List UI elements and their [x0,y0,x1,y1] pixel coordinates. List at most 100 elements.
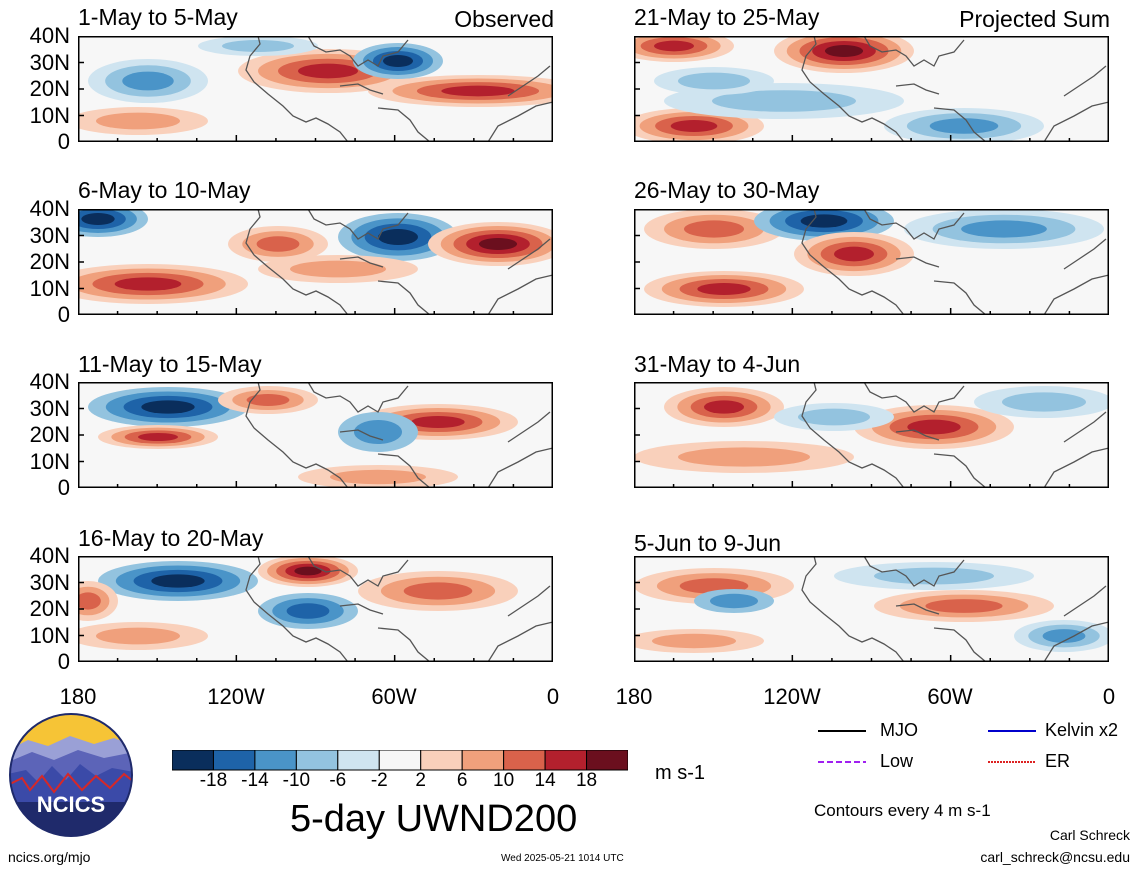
wind-anomaly-region [256,236,300,252]
wind-anomaly-region [710,593,758,609]
y-tick-label: 10N [29,102,70,128]
panel-title: 1-May to 5-May [78,4,238,30]
colorbar-units: m s-1 [655,762,705,784]
wind-anomaly-region [246,394,290,406]
wind-anomaly-region [151,574,205,588]
wind-anomaly-region [383,55,413,67]
colorbar-tick-label: -14 [241,770,269,791]
wind-anomaly-region [96,112,180,130]
x-tick-label: 180 [615,684,653,709]
y-tick-label: 40N [29,23,70,48]
coastline [801,382,1109,488]
wind-anomaly-region [704,400,744,414]
wind-anomaly-region [1002,392,1086,412]
x-tick-label: 0 [546,684,560,709]
colorbar-swatch [378,750,422,771]
uwnd-map-panel [634,382,1109,488]
wind-anomaly-region [654,40,694,52]
colorbar-tick-label: 2 [415,770,426,791]
coastline [245,556,553,662]
coastline [245,382,553,488]
field-title: 5-day UWND200 [290,798,578,840]
wind-anomaly-region [114,277,182,291]
footer-url[interactable]: ncics.org/mjo [8,849,91,865]
footer-email[interactable]: carl_schreck@ncsu.edu [980,849,1130,865]
observed-label: Observed [454,6,554,32]
colorbar-swatch [295,750,339,771]
y-tick-label: 10N [29,275,70,301]
coastline [801,209,1109,315]
colorbar-swatch [172,750,214,771]
y-tick-label: 40N [29,196,70,221]
wind-anomaly-region [800,214,848,228]
colorbar-swatch [212,750,256,771]
colorbar-tick-label: -6 [329,770,347,791]
y-tick-label: 30N [29,222,70,248]
colorbar [172,750,628,771]
y-tick-label: 40N [29,369,70,394]
footer-author: Carl Schreck [1049,827,1130,843]
ncics-logo: NCICS [9,713,133,837]
colorbar-swatch [337,750,380,771]
uwnd-map-panel [78,382,553,488]
contour-legend [818,730,1036,763]
y-tick-label: 10N [29,448,70,474]
wind-anomaly-region [1042,629,1086,643]
wind-anomaly-region [678,447,810,467]
wind-anomaly-region [874,567,994,585]
wind-anomaly-region [122,71,174,91]
wind-anomaly-region [652,633,736,649]
wind-anomaly-region [929,118,999,134]
y-tick-label: 0 [57,649,70,674]
x-tick-label: 120W [207,684,265,709]
wind-anomaly-region [96,627,180,645]
uwnd-map-panel [634,209,1109,315]
wind-anomaly-region [678,72,750,90]
colorbar-tick-label: -2 [370,770,388,791]
y-tick-label: 20N [29,422,70,447]
colorbar-tick-label: 6 [456,770,468,791]
y-tick-label: 30N [29,395,70,421]
y-tick-label: 20N [29,596,70,621]
wind-anomaly-region [141,400,195,414]
wind-anomaly-region [81,213,115,225]
wind-anomaly-region [403,582,473,600]
uwnd-map-panel [78,36,553,142]
coastline [801,36,1109,142]
wind-anomaly-region [441,85,515,97]
colorbar-swatch [503,750,546,771]
colorbar-tick-label: -10 [282,770,311,791]
uwnd-map-panel [634,36,1109,142]
wind-anomaly-region [834,246,874,262]
y-tick-label: 0 [57,302,70,327]
wind-anomaly-region [78,592,101,610]
y-tick-label: 30N [29,569,70,595]
x-tick-label: 60W [371,684,417,709]
panel-title: 6-May to 10-May [78,177,251,203]
uwnd-map-panel [634,556,1109,662]
colorbar-swatch [254,750,297,771]
wind-anomaly-region [330,469,426,485]
wind-anomaly-region [824,45,864,57]
uwnd-map-panel [78,209,553,315]
wind-anomaly-region [697,283,751,295]
footer-timestamp: Wed 2025-05-21 1014 UTC [501,853,624,864]
legend-kelvin-label: Kelvin x2 [1045,720,1119,740]
wind-anomaly-region [290,260,386,278]
coastline [245,209,553,315]
wind-anomaly-region [378,229,418,245]
y-tick-label: 30N [29,49,70,75]
colorbar-tick-label: -18 [199,770,228,791]
legend-mjo-label: MJO [880,720,918,740]
x-tick-label: 0 [1102,684,1116,709]
panel-title: 16-May to 20-May [78,525,264,551]
contour-note: Contours every 4 m s-1 [814,801,991,820]
wind-anomaly-region [286,603,330,619]
x-tick-label: 120W [763,684,821,709]
panel-title: 26-May to 30-May [634,177,820,203]
colorbar-swatch [461,750,505,771]
y-tick-label: 40N [29,543,70,568]
wind-anomaly-region [354,420,402,444]
panel-title: 11-May to 15-May [78,351,262,377]
projected-label: Projected Sum [959,6,1110,32]
